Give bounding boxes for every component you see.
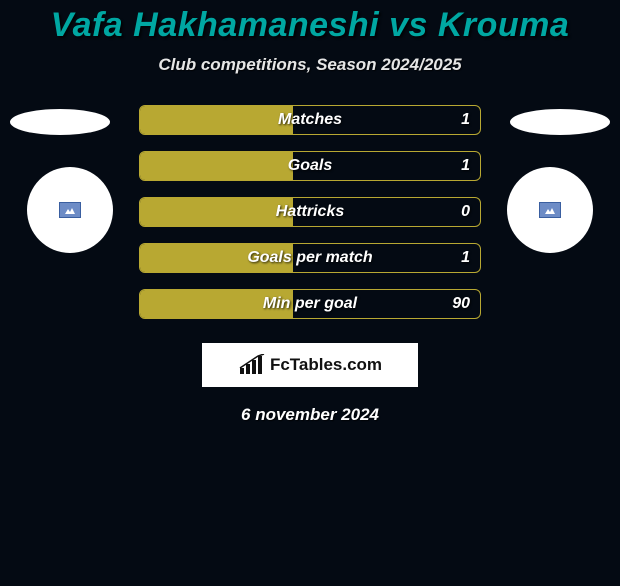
comparison-arena: Matches 1 Goals 1 Hattricks 0 Goals per match 1…: [0, 105, 620, 319]
stat-label: Matches: [278, 111, 342, 129]
stat-fill-left: [140, 106, 293, 134]
stat-label: Min per goal: [263, 295, 357, 313]
stat-fill-left: [140, 198, 293, 226]
date-text: 6 november 2024: [0, 405, 620, 425]
logo-card: FcTables.com: [202, 343, 418, 387]
team-badge-left-inner: [59, 202, 81, 218]
logo-text: FcTables.com: [270, 355, 382, 375]
page-title: Vafa Hakhamaneshi vs Krouma: [0, 6, 620, 45]
image-icon: [65, 206, 75, 214]
stat-label: Goals: [288, 157, 332, 175]
stat-rows: Matches 1 Goals 1 Hattricks 0 Goals per match 1…: [139, 105, 481, 319]
stat-value-right: 1: [461, 157, 470, 175]
stat-row: Min per goal 90: [139, 289, 481, 319]
stat-label: Hattricks: [276, 203, 344, 221]
stat-row: Matches 1: [139, 105, 481, 135]
player-shadow-right: [510, 109, 610, 135]
stat-row: Goals per match 1: [139, 243, 481, 273]
stat-value-right: 1: [461, 249, 470, 267]
player-shadow-left: [10, 109, 110, 135]
team-badge-left: [27, 167, 113, 253]
image-icon: [545, 206, 555, 214]
team-badge-right-inner: [539, 202, 561, 218]
bar-chart-icon: [238, 354, 266, 376]
stat-value-right: 90: [452, 295, 470, 313]
stat-fill-left: [140, 152, 293, 180]
stat-value-right: 0: [461, 203, 470, 221]
page-subtitle: Club competitions, Season 2024/2025: [0, 55, 620, 75]
team-badge-right: [507, 167, 593, 253]
stat-row: Hattricks 0: [139, 197, 481, 227]
stat-value-right: 1: [461, 111, 470, 129]
stat-label: Goals per match: [247, 249, 372, 267]
stat-row: Goals 1: [139, 151, 481, 181]
